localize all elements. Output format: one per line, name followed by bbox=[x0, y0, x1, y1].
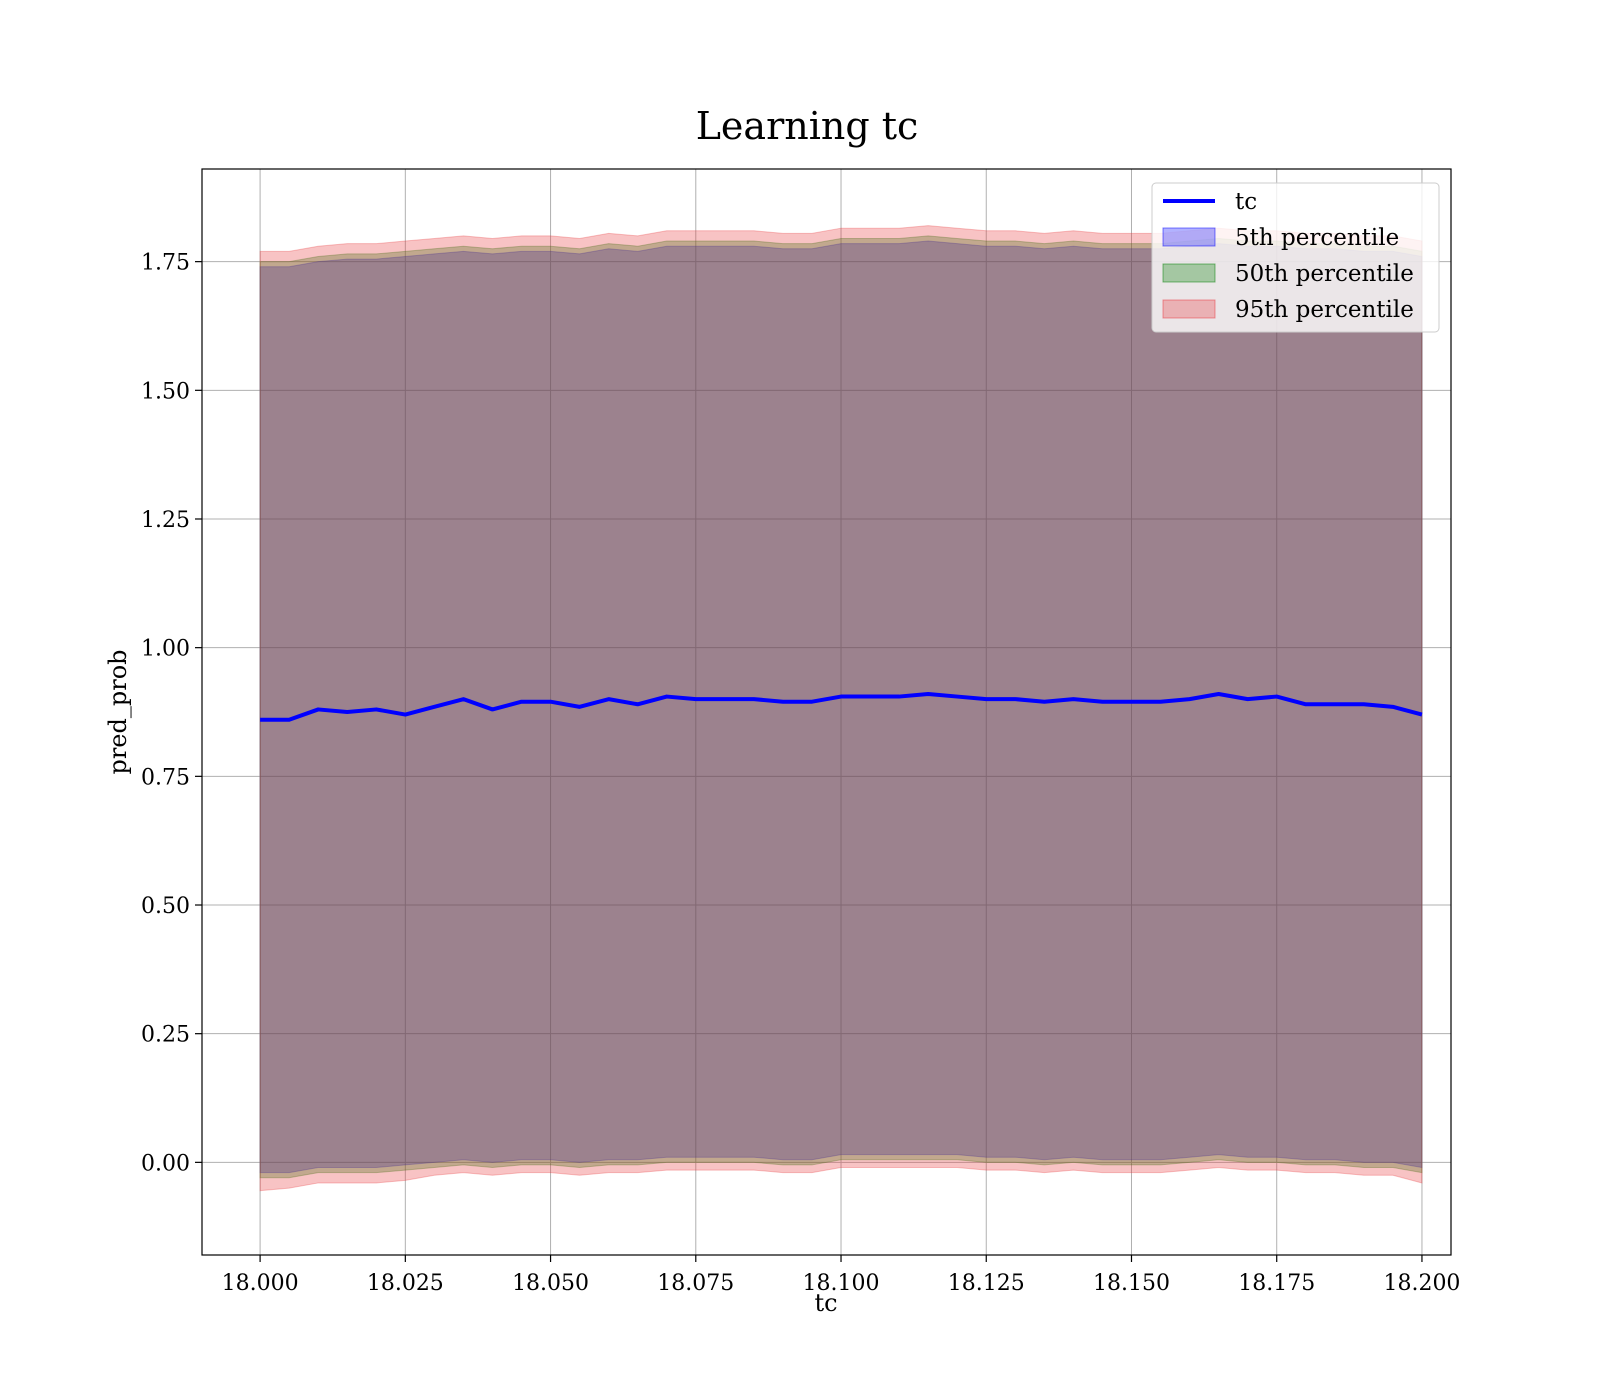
y-tick-label: 1.00 bbox=[141, 637, 190, 662]
legend-label: 95th percentile bbox=[1235, 297, 1414, 323]
y-tick-label: 0.75 bbox=[141, 765, 190, 790]
y-tick-label: 1.75 bbox=[141, 251, 190, 276]
data-lines bbox=[260, 691, 1423, 722]
x-tick-label: 18.200 bbox=[1383, 1271, 1460, 1296]
y-tick-label: 1.25 bbox=[141, 508, 190, 533]
legend-swatch bbox=[1162, 299, 1216, 319]
x-tick-label: 18.150 bbox=[1093, 1271, 1170, 1296]
y-tick-label: 1.50 bbox=[141, 379, 190, 404]
y-tick-label: 0.50 bbox=[141, 894, 190, 919]
legend: tc 5th percentile 50th percentile 95th perc… bbox=[1151, 182, 1440, 333]
legend-swatch bbox=[1162, 263, 1216, 283]
percentile-bands bbox=[259, 225, 1423, 1192]
x-tick-label: 18.000 bbox=[222, 1271, 299, 1296]
line-tc bbox=[260, 691, 1423, 722]
y-tick-label: 0.00 bbox=[141, 1151, 190, 1176]
chart-title: Learning tc bbox=[696, 104, 919, 148]
legend-label: 50th percentile bbox=[1235, 261, 1414, 287]
y-tick-label: 0.25 bbox=[141, 1023, 190, 1048]
x-tick-label: 18.175 bbox=[1238, 1271, 1315, 1296]
x-tick-label: 18.075 bbox=[657, 1271, 734, 1296]
legend-frame bbox=[1151, 182, 1440, 333]
x-axis-label: tc bbox=[814, 1289, 837, 1317]
x-tick-label: 18.100 bbox=[803, 1271, 880, 1296]
band-5th-percentile bbox=[259, 240, 1423, 1174]
x-tick-label: 18.125 bbox=[948, 1271, 1025, 1296]
band-95th-percentile bbox=[259, 225, 1423, 1192]
band-50th-percentile bbox=[259, 235, 1423, 1179]
legend-label: 5th percentile bbox=[1235, 225, 1399, 251]
legend-label: tc bbox=[1235, 189, 1257, 215]
plot-area-frame bbox=[201, 168, 1452, 1256]
y-axis-label: pred_prob bbox=[104, 649, 132, 774]
legend-swatch bbox=[1162, 227, 1216, 247]
y-axis-ticks: 0.00 0.25 0.50 0.75 1.00 1.25 1.50 1.75 bbox=[141, 251, 202, 1176]
x-tick-label: 18.025 bbox=[367, 1271, 444, 1296]
x-axis-ticks: 18.000 18.025 18.050 18.075 18.100 18.125 18.1… bbox=[222, 1255, 1460, 1296]
x-tick-label: 18.050 bbox=[512, 1271, 589, 1296]
